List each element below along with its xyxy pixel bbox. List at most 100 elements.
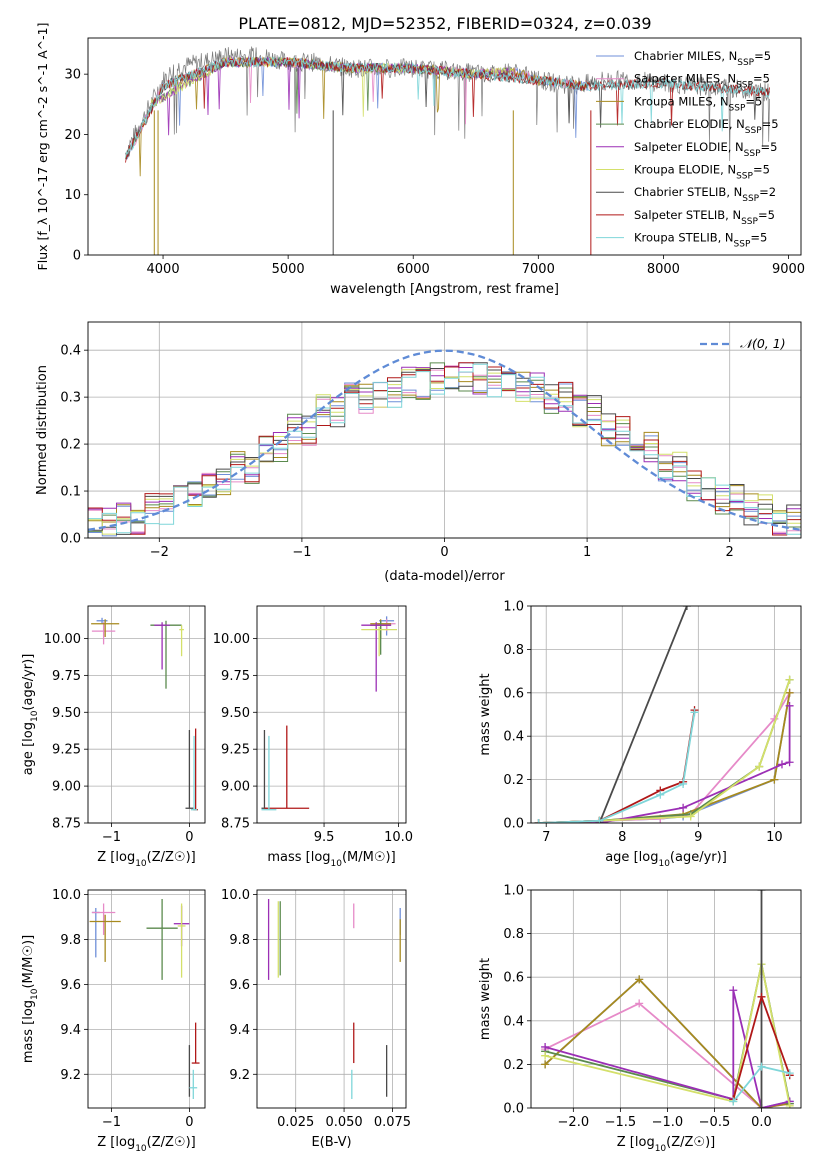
plot-area (91, 617, 198, 811)
mass-weight-marker (635, 999, 644, 1008)
mass-weight-marker (785, 675, 794, 684)
x-tick-label: 7 (542, 830, 550, 845)
mass-weight-line-7 (598, 606, 688, 823)
mass-weight-marker (757, 992, 766, 1001)
y-tick-label: 10.00 (213, 632, 250, 647)
x-axis-label: E(B-V) (311, 1135, 351, 1150)
y-tick-label: 0.2 (503, 1058, 524, 1073)
y-tick-label: 0.0 (503, 1102, 524, 1117)
y-tick-label: 9.50 (52, 706, 81, 721)
x-tick-label: 0.075 (374, 1115, 411, 1130)
mass-weight-line-3 (544, 978, 790, 1108)
y-tick-label: 0.3 (60, 391, 81, 406)
mass-weight-marker (770, 775, 779, 784)
x-tick-label: 0 (185, 1115, 193, 1130)
plot-area (89, 898, 200, 1100)
y-tick-label: 1.0 (503, 884, 524, 899)
y-tick-label: 0.4 (503, 1014, 524, 1029)
y-axis-label: Normed distribution (35, 365, 50, 495)
axes-frame (256, 605, 407, 824)
y-tick-label: 0.1 (60, 485, 81, 500)
x-tick-label: 9.5 (314, 830, 335, 845)
x-tick-label: 5000 (272, 262, 305, 277)
mass-weight-marker (755, 762, 764, 771)
mass-weight-marker (729, 1097, 738, 1106)
axes-frame (87, 889, 206, 1109)
mass-weight-marker (541, 1051, 550, 1060)
mass-vs-metallicity-panel: −1 0 9.2 9.4 9.6 9.8 10.0 Z [log10(Z/Z☉)] mass [… (21, 888, 206, 1154)
mass-weight-marker (757, 890, 766, 894)
legend-entry-7: Chabrier STELIB, NSSP=2 (634, 185, 776, 204)
mass-weight-marker (785, 1069, 794, 1078)
y-tick-label: 10.0 (52, 888, 81, 903)
y-tick-label: 9.00 (221, 780, 250, 795)
axes-frame (256, 889, 407, 1109)
mass-weight-marker (729, 986, 738, 995)
y-tick-label: 10.00 (44, 632, 81, 647)
y-axis-label: Flux [f_λ 10^-17 erg cm^-2 s^-1 A^-1] (35, 23, 50, 271)
age-vs-mass-panel: 9.5 10.0 8.75 9.00 9.25 9.50 9.75 10.00 mass [lo… (213, 605, 413, 869)
y-axis-label: age [log10(age/yr)] (21, 654, 40, 776)
y-tick-label: 0.4 (60, 344, 81, 359)
x-axis-label: Z [log10(Z/Z☉)] (617, 1135, 715, 1154)
mass-weight-marker (541, 1042, 550, 1051)
mass-weight-line-3 (538, 692, 791, 823)
mass-weight-marker (595, 816, 604, 823)
y-tick-label: 30 (64, 68, 81, 83)
y-tick-label: 0.2 (503, 773, 524, 788)
x-tick-label: 0 (440, 545, 448, 560)
x-tick-label: −1.0 (652, 1115, 684, 1130)
legend-entry-5: Salpeter ELODIE, NSSP=5 (634, 140, 777, 159)
weight-vs-metallicity-panel: −2.0 −1.5 −1.0 −0.5 0.0 0.0 0.2 0.4 0.6 0.8 1.0 Z [… (478, 884, 802, 1154)
y-axis-label: mass [log10(M/M☉)] (21, 935, 40, 1063)
mass-weight-line-6 (538, 679, 791, 823)
y-tick-label: 0.2 (60, 438, 81, 453)
x-tick-label: −1 (292, 545, 311, 560)
x-tick-label: 9 (694, 830, 702, 845)
y-tick-label: 0.4 (503, 730, 524, 745)
y-tick-label: 0.6 (503, 971, 524, 986)
plot-area (125, 46, 770, 255)
axes-frame (530, 605, 802, 824)
y-tick-label: 9.6 (229, 978, 250, 993)
x-axis-label: Z [log10(Z/Z☉)] (97, 850, 195, 869)
axes-frame (530, 889, 802, 1109)
mass-weight-marker (682, 606, 691, 610)
x-tick-label: 6000 (397, 262, 430, 277)
figure-title: PLATE=0812, MJD=52352, FIBERID=0324, z=0… (238, 14, 651, 33)
model-spectrum-line-9 (125, 56, 770, 158)
mass-weight-marker (785, 1101, 794, 1108)
y-tick-label: 0.0 (60, 532, 81, 547)
spectrum-panel: 4000 5000 6000 7000 8000 9000 0 10 20 30 Chabrier … (35, 23, 805, 297)
mass-weight-marker (757, 1104, 766, 1108)
y-tick-label: 9.75 (221, 669, 250, 684)
x-tick-label: 0.025 (277, 1115, 314, 1130)
y-tick-label: 0 (73, 249, 81, 264)
plot-area (261, 616, 398, 811)
mass-weight-marker (679, 779, 688, 788)
y-axis-label: mass weight (478, 673, 493, 755)
mass-weight-marker (686, 812, 695, 821)
x-axis-label: age [log10(age/yr)] (605, 850, 727, 869)
x-axis-label: mass [log10(M/M☉)] (267, 850, 395, 869)
legend-entry-2: Salpeter MILES, NSSP=5 (634, 72, 770, 91)
mass-weight-line-2 (538, 692, 791, 823)
y-tick-label: 0.8 (503, 927, 524, 942)
y-tick-label: 9.4 (60, 1023, 81, 1038)
x-tick-label: −2 (150, 545, 169, 560)
x-tick-label: 9000 (772, 262, 805, 277)
y-tick-label: 9.6 (60, 978, 81, 993)
y-tick-label: 10.0 (221, 888, 250, 903)
mass-vs-extinction-panel: 0.025 0.050 0.075 9.2 9.4 9.6 9.8 10.0 E(B-V) (221, 888, 411, 1150)
normal-distribution-curve (88, 349, 801, 531)
mass-weight-marker (785, 701, 794, 710)
x-tick-label: −2.0 (558, 1115, 590, 1130)
y-tick-label: 9.2 (229, 1068, 250, 1083)
x-tick-label: 8000 (647, 262, 680, 277)
y-tick-label: 9.00 (52, 780, 81, 795)
y-tick-label: 9.4 (229, 1023, 250, 1038)
legend-entry-4: Chabrier ELODIE, NSSP=5 (634, 117, 779, 136)
y-axis-label: mass weight (478, 958, 493, 1040)
x-tick-label: 10 (766, 830, 783, 845)
